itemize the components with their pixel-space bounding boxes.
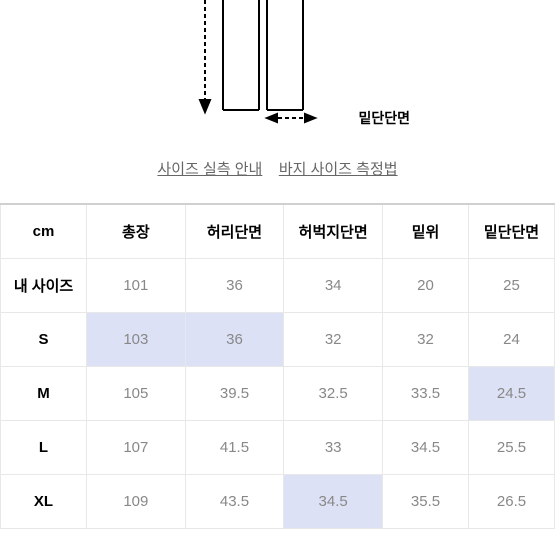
hem-label: 밑단단면 bbox=[358, 108, 410, 128]
pants-diagram: 밑단단면 bbox=[0, 0, 555, 150]
size-cell: 34.5 bbox=[383, 420, 469, 474]
size-cell: 32 bbox=[383, 312, 469, 366]
col-header: 허리단면 bbox=[185, 204, 284, 258]
size-cell: 103 bbox=[87, 312, 186, 366]
size-cell: 107 bbox=[87, 420, 186, 474]
size-cell: 43.5 bbox=[185, 474, 284, 528]
row-label: L bbox=[1, 420, 87, 474]
col-header: 총장 bbox=[87, 204, 186, 258]
table-row: L10741.53334.525.5 bbox=[1, 420, 555, 474]
size-cell: 20 bbox=[383, 258, 469, 312]
size-cell: 33 bbox=[284, 420, 383, 474]
col-header: 밑단단면 bbox=[469, 204, 555, 258]
row-label: M bbox=[1, 366, 87, 420]
size-cell: 36 bbox=[185, 312, 284, 366]
measure-method-link[interactable]: 바지 사이즈 측정법 bbox=[279, 161, 398, 178]
size-cell: 24 bbox=[469, 312, 555, 366]
col-header: 밑위 bbox=[383, 204, 469, 258]
size-cell: 35.5 bbox=[383, 474, 469, 528]
row-label: 내 사이즈 bbox=[1, 258, 87, 312]
col-header: 허벅지단면 bbox=[284, 204, 383, 258]
table-header-row: cm 총장 허리단면 허벅지단면 밑위 밑단단면 bbox=[1, 204, 555, 258]
table-row: M10539.532.533.524.5 bbox=[1, 366, 555, 420]
size-cell: 41.5 bbox=[185, 420, 284, 474]
size-cell: 24.5 bbox=[469, 366, 555, 420]
size-cell: 109 bbox=[87, 474, 186, 528]
size-cell: 39.5 bbox=[185, 366, 284, 420]
size-cell: 25 bbox=[469, 258, 555, 312]
size-cell: 32.5 bbox=[284, 366, 383, 420]
row-label: XL bbox=[1, 474, 87, 528]
pants-outline-icon bbox=[163, 0, 363, 140]
size-cell: 34.5 bbox=[284, 474, 383, 528]
table-row: 내 사이즈10136342025 bbox=[1, 258, 555, 312]
size-cell: 33.5 bbox=[383, 366, 469, 420]
size-cell: 101 bbox=[87, 258, 186, 312]
table-row: XL10943.534.535.526.5 bbox=[1, 474, 555, 528]
size-cell: 26.5 bbox=[469, 474, 555, 528]
size-cell: 34 bbox=[284, 258, 383, 312]
table-row: S10336323224 bbox=[1, 312, 555, 366]
size-links: 사이즈 실측 안내 바지 사이즈 측정법 bbox=[0, 150, 555, 203]
size-table: cm 총장 허리단면 허벅지단면 밑위 밑단단면 내 사이즈1013634202… bbox=[0, 203, 555, 529]
row-label: S bbox=[1, 312, 87, 366]
size-cell: 25.5 bbox=[469, 420, 555, 474]
size-cell: 32 bbox=[284, 312, 383, 366]
size-cell: 36 bbox=[185, 258, 284, 312]
size-cell: 105 bbox=[87, 366, 186, 420]
unit-header: cm bbox=[1, 204, 87, 258]
size-guide-link[interactable]: 사이즈 실측 안내 bbox=[157, 161, 262, 178]
